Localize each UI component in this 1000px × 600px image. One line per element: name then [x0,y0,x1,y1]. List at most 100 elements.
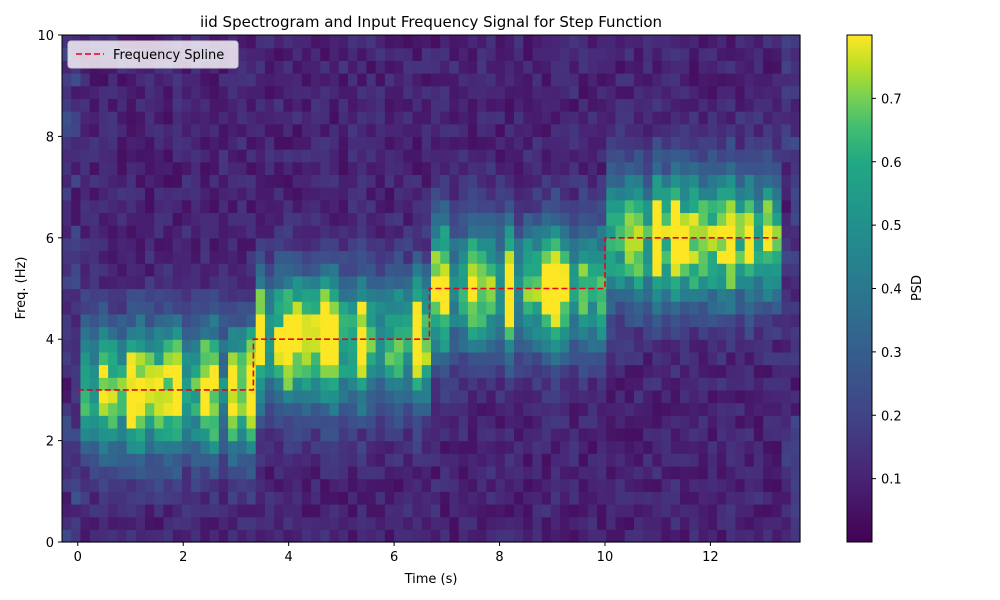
heatmap-cell [477,478,487,492]
heatmap-cell [467,313,478,328]
heatmap-cell [772,187,783,201]
heatmap-cell [274,250,284,264]
heatmap-cell [661,326,672,340]
heatmap-cell [200,364,211,378]
legend: Frequency Spline [67,40,239,69]
heatmap-cell [320,60,331,74]
heatmap-cell [597,301,607,315]
heatmap-cell [145,516,155,530]
heatmap-cell [597,85,607,99]
heatmap-cell [440,35,451,49]
heatmap-cell [772,313,783,328]
heatmap-cell [375,516,386,530]
heatmap-cell [772,136,783,150]
heatmap-cell [643,149,653,163]
heatmap-cell [495,225,506,239]
heatmap-cell [108,529,118,543]
heatmap-cell [707,123,718,137]
heatmap-cell [772,377,783,391]
heatmap-cell [126,478,137,492]
heatmap-cell [615,275,626,290]
heatmap-cell [421,440,432,454]
heatmap-cell [652,47,663,61]
heatmap-cell [366,149,377,163]
heatmap-cell [255,377,266,391]
heatmap-cell [301,237,312,252]
heatmap-cell [421,98,432,112]
heatmap-cell [735,377,746,391]
heatmap-cell [311,288,321,302]
heatmap-cell [689,427,700,442]
heatmap-cell [578,364,589,378]
heatmap-cell [477,301,487,315]
heatmap-cell [670,364,681,378]
heatmap-cell [403,161,414,176]
heatmap-cell [421,377,432,391]
heatmap-cell [670,516,681,530]
heatmap-cell [652,377,663,391]
heatmap-cell [578,313,589,328]
heatmap-cell [495,85,506,99]
heatmap-cell [384,111,395,125]
heatmap-cell [449,225,460,239]
heatmap-cell [514,275,524,290]
heatmap-cell [218,491,229,505]
heatmap-cell [172,199,183,214]
heatmap-cell [661,491,672,505]
heatmap-cell [606,402,617,416]
heatmap-cell [301,161,312,176]
heatmap-cell [560,491,570,505]
heatmap-cell [726,263,737,277]
heatmap-cell [163,453,174,467]
heatmap-cell [569,440,580,454]
heatmap-cell [98,364,109,378]
heatmap-cell [707,453,718,467]
heatmap-cell [763,389,773,404]
heatmap-cell [514,225,524,239]
heatmap-cell [191,237,201,252]
heatmap-cell [338,85,349,99]
heatmap-cell [264,529,275,543]
heatmap-cell [255,351,266,366]
heatmap-cell [311,529,321,543]
x-axis: 0 2 4 6 8 10 12 [74,542,719,565]
heatmap-cell [320,225,331,239]
heatmap-cell [633,275,644,290]
heatmap-cell [597,529,607,543]
heatmap-cell [384,47,395,61]
heatmap-cell [597,516,607,530]
heatmap-cell [412,187,423,201]
heatmap-cell [753,453,764,467]
heatmap-cell [615,237,626,252]
heatmap-cell [772,478,783,492]
heatmap-cell [541,199,552,214]
heatmap-cell [532,301,543,315]
heatmap-cell [624,237,635,252]
heatmap-cell [698,465,709,480]
heatmap-cell [209,491,220,505]
heatmap-cell [661,339,672,353]
heatmap-cell [117,225,128,239]
heatmap-cell [790,288,801,302]
heatmap-cell [440,402,451,416]
heatmap-cell [698,123,709,137]
heatmap-cell [781,237,792,252]
heatmap-cell [191,187,201,201]
heatmap-cell [191,73,201,87]
heatmap-cell [283,427,294,442]
heatmap-cell [209,351,220,366]
heatmap-cell [458,402,469,416]
heatmap-cell [264,237,275,252]
heatmap-cell [514,237,524,252]
heatmap-cell [347,149,358,163]
heatmap-cell [560,465,570,480]
heatmap-cell [71,415,82,429]
heatmap-cell [523,339,534,353]
heatmap-cell [135,288,146,302]
heatmap-cell [264,415,275,429]
heatmap-cell [495,199,506,214]
heatmap-cell [550,275,561,290]
heatmap-cell [117,377,128,391]
heatmap-cell [606,161,617,176]
heatmap-cell [181,516,192,530]
